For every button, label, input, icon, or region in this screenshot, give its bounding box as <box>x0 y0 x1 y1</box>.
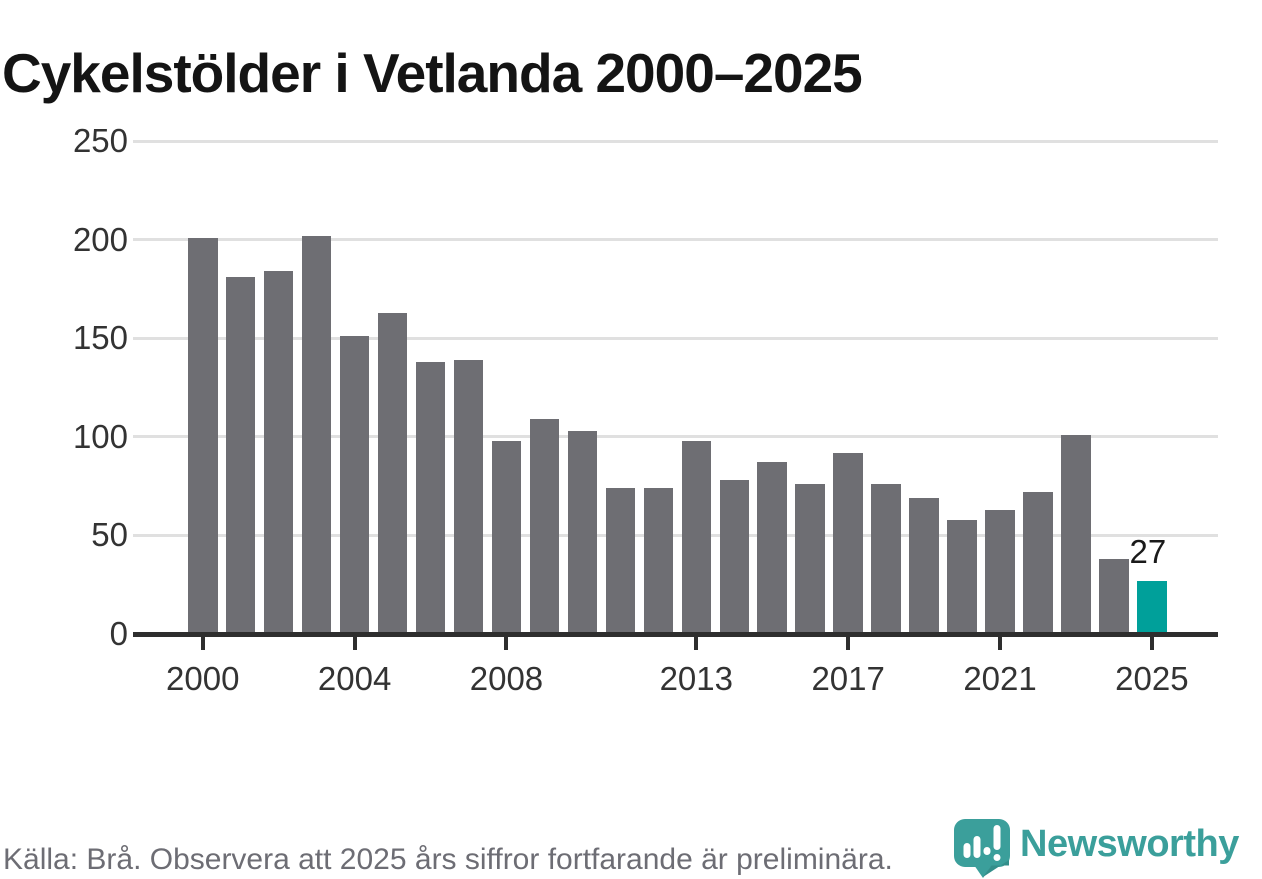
bar-2000 <box>188 237 218 634</box>
bar-2025 <box>1137 580 1167 634</box>
x-axis-tick-2017 <box>846 637 851 650</box>
bar-2008 <box>491 440 522 634</box>
bar-2009 <box>529 419 560 634</box>
x-axis-line <box>133 632 1218 637</box>
x-axis-tick-label: 2013 <box>659 660 733 697</box>
newsworthy-logo-icon <box>954 819 1010 878</box>
bar-2014 <box>719 480 750 634</box>
bar-chart: 0 50 100 150 200 250 2000 2004 2008 2013 2017 2021 2… <box>72 122 1218 697</box>
x-axis-tick-2008 <box>504 637 509 650</box>
gridline-250 <box>133 139 1218 143</box>
source-note: Källa: Brå. Observera att 2025 års siffr… <box>3 843 893 876</box>
y-axis-tick-label: 100 <box>72 417 128 455</box>
data-label-2025: 27 <box>1129 532 1167 570</box>
bar-2024 <box>1099 559 1129 634</box>
gridline-100 <box>133 435 1218 439</box>
bar-2012 <box>643 488 674 634</box>
bar-2007 <box>453 359 484 634</box>
bar-2001 <box>225 277 256 634</box>
gridline-150 <box>133 336 1218 340</box>
x-axis-tick-label: 2004 <box>317 660 392 697</box>
bar-2016 <box>795 484 825 634</box>
bar-2022 <box>1023 492 1053 634</box>
y-axis-tick-label: 50 <box>91 516 128 554</box>
bar-2011 <box>605 488 636 634</box>
bar-2003 <box>301 235 332 634</box>
x-axis-tick-label: 2017 <box>811 660 885 697</box>
x-axis-tick-2013 <box>694 637 699 650</box>
x-axis-tick-label: 2008 <box>469 660 544 697</box>
gridline-200 <box>133 238 1218 242</box>
bar-2010 <box>567 430 598 634</box>
bar-2018 <box>871 484 901 634</box>
bar-2002 <box>263 271 294 634</box>
x-axis-tick-label: 2000 <box>166 660 240 697</box>
bar-2005 <box>377 312 408 634</box>
newsworthy-wordmark: Newsworthy <box>1020 823 1239 865</box>
bar-2013 <box>681 440 712 634</box>
x-axis-tick-label: 2025 <box>1115 660 1189 697</box>
bar-2020 <box>947 519 977 634</box>
gridline-50 <box>133 533 1218 537</box>
y-axis-tick-label: 150 <box>72 319 128 357</box>
bar-2019 <box>909 497 939 634</box>
x-axis-tick-2021 <box>998 637 1003 650</box>
page-title: Cykelstölder i Vetlanda 2000–2025 <box>2 41 863 104</box>
bar-2015 <box>757 462 787 634</box>
x-axis-tick-label: 2021 <box>963 660 1037 697</box>
bar-2004 <box>339 336 370 634</box>
x-axis-tick-2025 <box>1149 637 1154 650</box>
y-axis-tick-label: 200 <box>72 220 128 258</box>
bar-2006 <box>415 361 446 634</box>
x-axis-tick-2000 <box>200 637 205 650</box>
bar-2021 <box>985 509 1015 634</box>
bar-2017 <box>833 452 863 634</box>
y-axis-tick-label: 0 <box>109 615 128 652</box>
x-axis-tick-2004 <box>352 637 357 650</box>
bar-2023 <box>1061 434 1091 634</box>
y-axis-tick-label: 250 <box>72 122 128 159</box>
